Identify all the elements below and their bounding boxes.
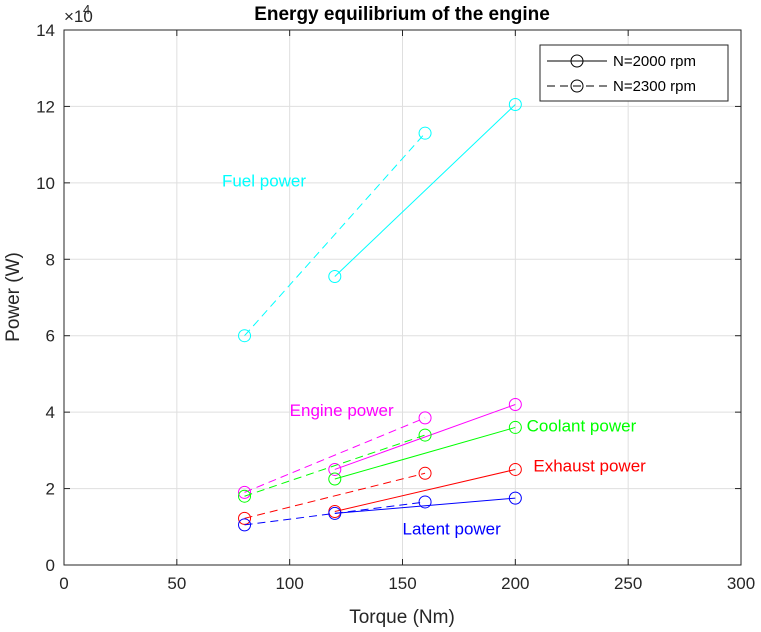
annotation-latent-power: Latent power <box>403 519 502 538</box>
data-point-marker <box>418 126 432 140</box>
data-point-marker <box>418 466 432 480</box>
data-point-marker <box>418 411 432 425</box>
legend-marker-2000 <box>570 54 584 68</box>
series-line <box>334 497 516 514</box>
x-tick-label: 300 <box>727 574 755 593</box>
series-line <box>244 132 426 337</box>
series-latent-power-2300 <box>238 495 432 532</box>
series-engine-power-2000 <box>328 398 522 476</box>
data-point-marker <box>238 489 252 503</box>
x-tick-label: 100 <box>275 574 303 593</box>
data-point-marker <box>508 420 522 434</box>
y-tick-label: 0 <box>46 556 55 575</box>
chart-title: Energy equilibrium of the engine <box>254 4 550 25</box>
y-axis-label: Power (W) <box>3 252 24 342</box>
data-point-marker <box>238 329 252 343</box>
data-point-marker <box>508 491 522 505</box>
y-exponent-power: 4 <box>83 2 90 17</box>
annotation-engine-power: Engine power <box>290 401 394 420</box>
series-fuel-power-2000 <box>328 98 522 283</box>
legend-marker-2300 <box>570 79 584 93</box>
x-tick-label: 200 <box>501 574 529 593</box>
legend-box <box>539 44 729 102</box>
data-point-marker <box>328 462 342 476</box>
series-fuel-power-2300 <box>238 126 432 343</box>
axis-ticks: 0 50 100 150 200 250 300 0 2 4 6 8 10 12 14 <box>36 21 755 593</box>
x-tick-label: 0 <box>59 574 68 593</box>
data-point-marker <box>418 495 432 509</box>
data-point-marker <box>418 428 432 442</box>
data-point-marker <box>328 506 342 520</box>
series-coolant-power-2300 <box>238 428 432 503</box>
grid-lines <box>64 30 741 565</box>
data-point-marker <box>508 398 522 411</box>
series-line <box>334 104 516 277</box>
series-line <box>334 426 516 480</box>
x-tick-label: 50 <box>167 574 186 593</box>
data-point-marker <box>508 462 522 476</box>
y-exponent-base: ×10 <box>64 7 93 26</box>
data-point-marker <box>238 518 252 532</box>
x-tick-label: 250 <box>614 574 642 593</box>
y-exponent-label: ×10 4 <box>64 2 93 26</box>
series-line <box>244 501 426 526</box>
series-line <box>244 472 426 519</box>
series-latent-power-2000 <box>328 491 522 520</box>
legend-label-2300: N=2300 rpm <box>613 78 696 95</box>
series-layer <box>238 98 522 532</box>
y-tick-label: 12 <box>36 97 55 116</box>
series-engine-power-2300 <box>238 411 432 499</box>
x-axis-label: Torque (Nm) <box>349 607 455 628</box>
y-tick-label: 8 <box>46 250 55 269</box>
series-line <box>334 468 516 512</box>
series-coolant-power-2000 <box>328 420 522 486</box>
annotations: Fuel power Engine power Coolant power Exhau… <box>222 172 646 539</box>
x-tick-label: 150 <box>388 574 416 593</box>
y-tick-label: 4 <box>46 403 55 422</box>
annotation-coolant-power: Coolant power <box>527 416 637 435</box>
y-tick-label: 6 <box>46 327 55 346</box>
legend: N=2000 rpm N=2300 rpm <box>539 44 729 102</box>
data-point-marker <box>508 98 522 112</box>
series-line <box>334 404 516 470</box>
y-tick-label: 14 <box>36 21 55 40</box>
y-tick-label: 2 <box>46 480 55 499</box>
data-point-marker <box>238 485 252 499</box>
annotation-exhaust-power: Exhaust power <box>533 456 646 475</box>
data-point-marker <box>328 472 342 486</box>
series-exhaust-power-2300 <box>238 466 432 525</box>
legend-label-2000: N=2000 rpm <box>613 53 696 70</box>
y-tick-label: 10 <box>36 174 55 193</box>
series-line <box>244 417 426 493</box>
annotation-fuel-power: Fuel power <box>222 172 306 191</box>
series-line <box>244 434 426 497</box>
data-point-marker <box>328 269 342 283</box>
